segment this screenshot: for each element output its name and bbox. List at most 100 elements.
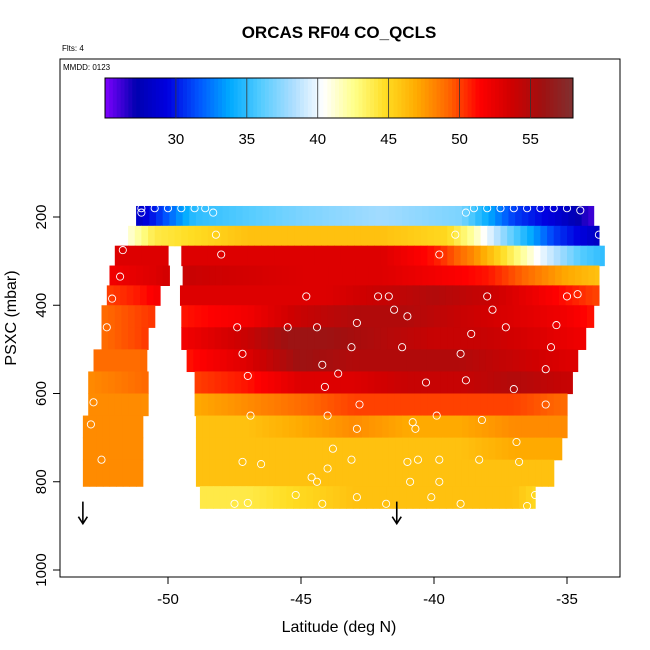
heatmap-cell [366,285,374,306]
heatmap-cell [507,371,515,395]
colorbar-segment [112,78,118,118]
heatmap-cell [354,327,362,350]
heatmap-cell [222,265,230,286]
heatmap-cell [214,371,222,395]
heatmap-cell [362,437,370,461]
sample-point [488,305,497,314]
heatmap-cell [380,393,389,417]
heatmap-cell [533,305,541,328]
heatmap-cell [246,486,254,509]
heatmap-cell [408,437,416,461]
heatmap-cell [96,437,104,461]
heatmap-cell [267,245,275,267]
sample-point [432,411,441,420]
heatmap-cell [134,245,142,267]
colorbar-segment [288,78,293,118]
sample-point [475,455,484,464]
heatmap-cell [328,265,337,286]
sample-point [243,371,252,380]
sample-point [496,204,505,213]
colorbar-segment [339,78,344,118]
heatmap-cell [199,486,208,509]
colorbar-segment [370,78,375,118]
heatmap-cell [94,393,103,417]
heatmap-cell [314,393,322,417]
heatmap-cell [136,459,144,487]
heatmap-cell [527,225,535,247]
heatmap-cell [235,265,244,286]
heatmap-cell [241,371,249,395]
heatmap-cell [419,349,427,373]
sample-point [233,323,242,332]
heatmap-cell [222,205,230,227]
heatmap-cell [460,371,468,395]
sample-point [382,499,391,508]
colorbar-segment [144,78,149,118]
band-6 [101,327,587,350]
heatmap-cell [227,393,236,417]
heatmap-cell [287,245,295,267]
sample-point [86,420,95,429]
heatmap-cell [567,327,575,350]
heatmap-cell [427,245,435,267]
heatmap-cell [149,205,157,227]
heatmap-cell [266,285,274,306]
heatmap-cell [420,371,428,395]
heatmap-cell [428,265,436,286]
heatmap-cell [354,393,362,417]
colorbar-tick-label: 50 [451,131,468,148]
heatmap-cell [515,265,523,286]
heatmap-cell [153,285,161,306]
sample-point [352,493,361,502]
heatmap-cell [448,437,456,461]
heatmap-cell [561,415,568,439]
heatmap-cell [186,349,194,373]
heatmap-cell [287,371,295,395]
heatmap-cell [249,437,257,461]
y-axis-label: PSXC (mbar) [3,270,20,365]
heatmap-cell [512,349,520,373]
heatmap-cell [209,415,217,439]
heatmap-cell [533,371,541,395]
y-tick-label: 800 [33,469,50,494]
sample-point [544,499,553,508]
heatmap-cell [488,459,496,487]
heatmap-cell [508,437,516,461]
sample-point [283,323,292,332]
band-3 [109,265,600,286]
heatmap-cell [400,305,408,328]
heatmap-cell [453,245,462,267]
heatmap-cell [428,415,436,439]
heatmap-cell [499,285,507,306]
heatmap-cell [226,486,234,509]
heatmap-cell [269,415,277,439]
heatmap-cell [274,305,282,328]
heatmap-cell [281,305,289,328]
heatmap-cell [267,393,275,417]
band-11 [82,437,563,461]
heatmap-cell [452,349,460,373]
heatmap-cell [194,305,202,328]
heatmap-cell [109,415,117,439]
heatmap-cell [380,327,389,350]
heatmap-cell [375,205,383,227]
sample-point [398,343,407,352]
heatmap-cell [261,245,269,267]
heatmap-cell [154,245,162,267]
heatmap-cell [435,205,443,227]
arrows [77,501,402,526]
heatmap-cell [406,486,414,509]
heatmap-cell [274,245,282,267]
heatmap-cell [521,415,530,439]
heatmap-cell [334,305,342,328]
heatmap-cell [140,285,148,306]
heatmap-cell [460,305,468,328]
heatmap-cell [156,265,164,286]
heatmap-cell [254,371,262,395]
sample-point [515,457,524,466]
heatmap-cell [194,371,202,395]
heatmap-cell [148,305,156,328]
heatmap-cell [241,327,249,350]
heatmap-cell [588,205,595,227]
colorbar-segment [175,78,180,118]
